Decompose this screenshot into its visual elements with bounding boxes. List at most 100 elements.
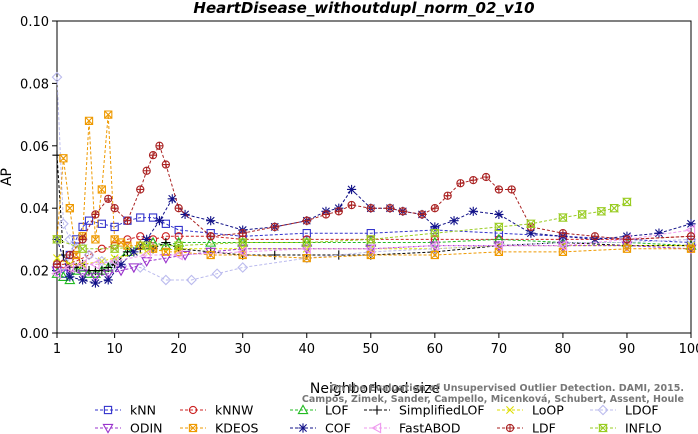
legend-marker-loop	[506, 406, 514, 414]
y-axis-label: AP	[0, 168, 15, 186]
legend-item-cof: COF	[290, 421, 351, 434]
data-point-kdeos	[84, 116, 94, 125]
data-point-ldf	[136, 185, 145, 194]
legend-label-knnw: kNNW	[215, 403, 253, 418]
legend-label-loop: LoOP	[532, 403, 564, 418]
data-point-kdeos	[104, 110, 113, 119]
data-point-ldf	[558, 229, 568, 238]
data-point-ldf	[65, 250, 74, 260]
x-tick-label: 1	[53, 342, 61, 357]
data-point-inflo	[596, 207, 607, 216]
data-point-inflo	[493, 222, 504, 232]
data-point-kdeos	[59, 154, 68, 163]
legend-label-fastabod: FastABOD	[399, 421, 461, 434]
data-point-ldf	[456, 179, 465, 188]
data-point-ldf	[430, 204, 439, 213]
data-point-kdeos	[686, 244, 696, 253]
credit-line-2: Campos, Zimek, Sander, Campello, Micenko…	[302, 394, 684, 405]
legend-item-ldof: LDOF	[590, 403, 659, 418]
data-point-loop	[53, 254, 61, 263]
legend-label-knn: kNN	[130, 403, 156, 418]
data-point-cof	[430, 222, 440, 232]
data-point-fastabod	[493, 240, 504, 252]
data-point-fastabod	[76, 258, 87, 270]
data-point-knnw	[84, 250, 94, 260]
legend-label-inflo: INFLO	[625, 421, 662, 434]
legend-label-cof: COF	[325, 421, 351, 434]
data-point-ldof	[237, 262, 249, 273]
data-point-ldf	[686, 232, 696, 241]
data-point-ldf	[347, 200, 356, 210]
data-point-ldf	[206, 232, 215, 241]
y-tick-label: 0.06	[20, 140, 49, 155]
data-point-odin	[493, 241, 505, 252]
series-ldf	[52, 141, 696, 269]
legend-label-simplifiedlof: SimplifiedLOF	[399, 403, 485, 418]
data-point-inflo	[141, 241, 152, 250]
data-point-ldf	[622, 235, 632, 244]
data-point-ldf	[123, 216, 132, 225]
legend-marker-simplifiedlof	[372, 405, 382, 415]
data-point-cof	[65, 272, 75, 282]
data-point-cof	[167, 194, 177, 204]
data-point-ldf	[494, 185, 504, 194]
data-point-inflo	[525, 219, 536, 228]
data-point-simplifiedlof	[270, 250, 280, 260]
data-point-ldof	[83, 249, 95, 261]
data-point-ldf	[270, 222, 279, 232]
data-point-fastabod	[140, 249, 151, 261]
chart-title: HeartDisease_withoutdupl_norm_02_v10	[193, 0, 534, 17]
credit-line-1: On the Evaluation of Unsupervised Outlie…	[330, 383, 684, 394]
data-point-cof	[206, 216, 216, 226]
x-tick-label: 20	[170, 342, 187, 357]
data-point-fastabod	[51, 268, 62, 280]
data-point-ldof	[211, 268, 223, 280]
data-point-ldof	[58, 218, 69, 230]
data-point-cof	[180, 209, 190, 220]
data-point-odin	[89, 272, 101, 283]
data-point-ldf	[443, 191, 452, 200]
series-line-knnw	[57, 235, 692, 265]
legend-item-kdeos: KDEOS	[180, 421, 259, 434]
data-point-ldf	[142, 166, 151, 175]
data-point-inflo	[557, 213, 568, 222]
data-point-cof	[154, 216, 165, 226]
data-point-ldf	[481, 172, 491, 182]
legend-marker-kdeos	[188, 423, 198, 433]
legend-label-kdeos: KDEOS	[215, 421, 259, 434]
legend-marker-ldf	[505, 423, 515, 433]
data-point-odin	[128, 263, 140, 274]
data-point-ldf	[110, 204, 119, 213]
data-point-odin	[365, 244, 377, 255]
legend-marker-ldof	[597, 404, 609, 416]
legend: kNN kNNW LOF SimplifiedLOF LoOP LDOF ODIN KDEOS…	[95, 403, 662, 434]
data-point-ldf	[104, 194, 113, 203]
data-point-ldf	[321, 210, 331, 219]
x-tick-label: 40	[298, 342, 315, 357]
data-point-ldof	[64, 234, 76, 245]
data-point-kdeos	[91, 235, 100, 244]
data-point-ldf	[155, 141, 164, 150]
plot-frame	[56, 20, 692, 334]
data-point-knn	[78, 222, 87, 232]
data-point-inflo	[77, 244, 88, 253]
legend-label-ldof: LDOF	[625, 403, 659, 418]
data-point-fastabod	[236, 246, 247, 258]
series-inflo	[52, 197, 632, 253]
legend-item-odin: ODIN	[95, 421, 163, 434]
series-line-lof	[56, 238, 692, 281]
data-point-ldof	[51, 71, 63, 83]
legend-marker-knn	[103, 405, 113, 415]
legend-item-fastabod: FastABOD	[364, 421, 461, 434]
data-point-ldf	[334, 207, 343, 216]
data-point-cof	[90, 278, 101, 288]
data-point-ldf	[302, 216, 311, 225]
data-point-cof	[78, 275, 88, 285]
data-point-odin	[77, 269, 89, 280]
data-point-knn	[366, 229, 375, 238]
data-point-ldof	[186, 274, 197, 286]
data-point-inflo	[173, 241, 184, 250]
data-point-inflo	[609, 204, 620, 213]
x-tick-label: 80	[555, 342, 572, 357]
legend-item-loop: LoOP	[497, 403, 564, 418]
